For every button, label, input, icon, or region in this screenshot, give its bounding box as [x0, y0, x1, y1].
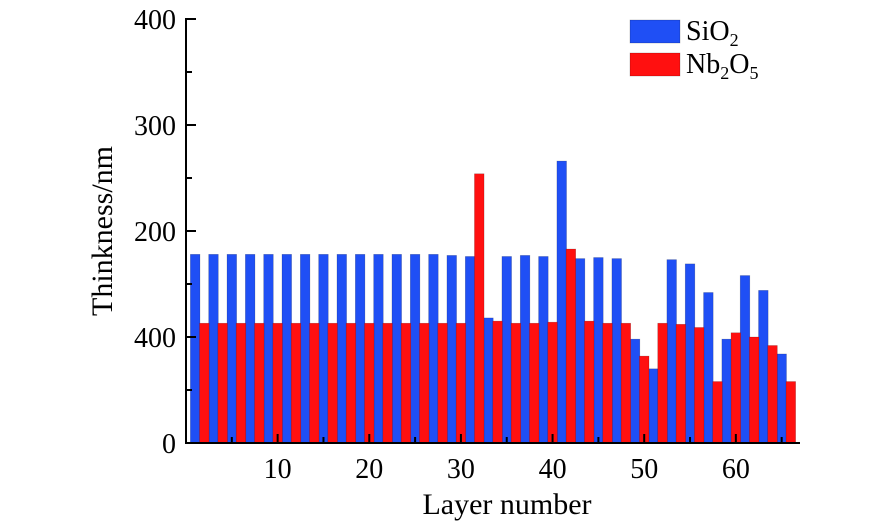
nb2o5-bar-layer-58: [712, 381, 723, 444]
nb2o5-bar-layer-42: [565, 248, 577, 444]
nb2o5-bar-layer-8: [254, 322, 265, 444]
sio2-bar-layer-21: [373, 254, 384, 444]
y-tick-label: 400: [134, 323, 176, 354]
x-tick-label: 40: [539, 454, 567, 485]
sio2-bar-layer-47: [611, 258, 622, 444]
sio2-bar-layer-51: [648, 368, 659, 444]
y-tick-label: 0: [162, 429, 176, 460]
sio2-bar-layer-19: [355, 254, 366, 444]
sio2-bar-layer-41: [556, 160, 567, 444]
sio2-bar-layer-11: [281, 254, 292, 444]
sio2-bar-layer-13: [300, 254, 311, 444]
sio2-bar-layer-43: [574, 258, 586, 444]
nb2o5-bar-layer-32: [474, 173, 485, 444]
sio2-bar-layer-5: [226, 254, 237, 444]
sio2-bar-layer-15: [318, 254, 329, 444]
nb2o5-bar-layer-60: [730, 332, 741, 444]
nb2o5-bar-layer-18: [345, 322, 357, 444]
x-tick-label: 50: [630, 454, 658, 485]
nb2o5-bar-layer-46: [602, 322, 613, 444]
nb2o5-bar-layer-56: [694, 327, 705, 444]
sio2-bar-layer-53: [666, 259, 677, 444]
x-tick-label: 10: [264, 454, 292, 485]
sio2-bar-layer-39: [538, 256, 549, 444]
y-axis-title: Thinkness/nm: [86, 146, 119, 316]
bars-layer: [190, 160, 796, 444]
nb2o5-bar-layer-2: [199, 322, 210, 444]
sio2-bar-layer-9: [263, 254, 274, 444]
nb2o5-bar-layer-30: [455, 322, 467, 444]
sio2-bar-layer-61: [739, 275, 751, 444]
nb2o5-bar-layer-66: [785, 381, 796, 444]
x-ticks: 10 20 30 40 50 60: [230, 434, 783, 485]
nb2o5-bar-layer-44: [584, 320, 595, 444]
legend-label: SiO2: [686, 16, 739, 50]
sio2-bar-layer-33: [483, 317, 494, 444]
sio2-bar-layer-3: [208, 254, 219, 444]
nb2o5-bar-layer-12: [290, 322, 302, 444]
x-tick-label: 60: [722, 454, 750, 485]
sio2-bar-layer-1: [190, 254, 201, 444]
nb2o5-bar-layer-54: [675, 323, 686, 444]
sio2-bar-layer-35: [501, 256, 512, 444]
nb2o5-bar-layer-38: [529, 322, 540, 444]
sio2-bar-layer-65: [776, 353, 787, 444]
nb2o5-bar-layer-40: [547, 321, 558, 444]
sio2-bar-layer-25: [409, 254, 421, 444]
nb2o5-bar-layer-62: [749, 336, 760, 444]
nb2o5-bar-layer-64: [767, 345, 778, 444]
sio2-bar-layer-49: [629, 338, 641, 444]
nb2o5-bar-layer-4: [217, 322, 228, 444]
legend-swatch: [629, 19, 681, 44]
nb2o5-bar-layer-34: [492, 320, 503, 444]
sio2-bar-layer-7: [245, 254, 256, 444]
y-tick-label: 200: [134, 217, 176, 248]
legend-label: Nb2O5: [686, 49, 758, 83]
sio2-bar-layer-29: [446, 255, 457, 444]
sio2-bar-layer-63: [758, 290, 769, 444]
nb2o5-bar-layer-10: [272, 322, 283, 444]
nb2o5-bar-layer-52: [657, 322, 668, 444]
nb2o5-bar-layer-26: [419, 322, 430, 444]
nb2o5-bar-layer-28: [437, 322, 448, 444]
nb2o5-bar-layer-36: [510, 322, 522, 444]
legend-swatch: [629, 52, 681, 77]
sio2-bar-layer-45: [593, 257, 604, 444]
nb2o5-bar-layer-24: [400, 322, 412, 444]
sio2-bar-layer-57: [703, 292, 714, 444]
sio2-bar-layer-37: [519, 255, 531, 444]
nb2o5-bar-layer-22: [382, 322, 393, 444]
nb2o5-bar-layer-48: [620, 322, 631, 444]
x-tick-label: 20: [355, 454, 383, 485]
y-ticks: 0 400 200 300 400: [134, 5, 196, 460]
x-tick-label: 30: [447, 454, 475, 485]
nb2o5-bar-layer-16: [327, 322, 338, 444]
sio2-bar-layer-55: [684, 263, 696, 444]
sio2-bar-layer-31: [464, 256, 476, 444]
sio2-bar-layer-17: [336, 254, 347, 444]
y-tick-label: 300: [134, 111, 176, 142]
sio2-bar-layer-27: [428, 254, 439, 444]
nb2o5-bar-layer-14: [309, 322, 320, 444]
x-axis-title: Layer number: [422, 488, 591, 521]
nb2o5-bar-layer-6: [235, 322, 247, 444]
sio2-bar-layer-59: [721, 338, 732, 444]
nb2o5-bar-layer-20: [364, 322, 375, 444]
sio2-bar-layer-23: [391, 254, 402, 444]
nb2o5-bar-layer-50: [639, 355, 650, 444]
y-tick-label: 400: [134, 5, 176, 36]
